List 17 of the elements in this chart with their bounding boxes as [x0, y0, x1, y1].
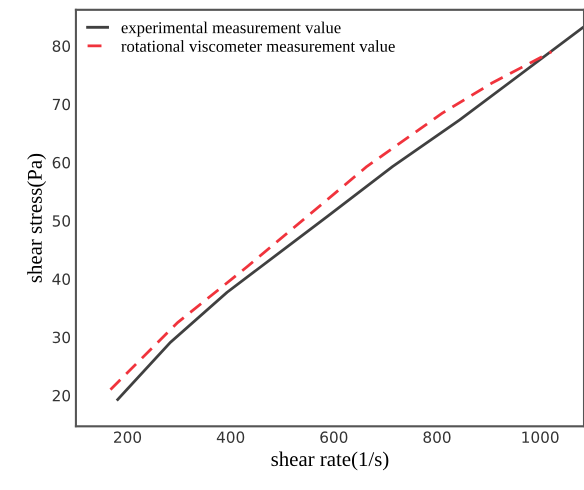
line-series [109, 50, 553, 391]
legend-label: experimental measurement value [122, 22, 341, 37]
x-axis-title: shear rate(1/s) [272, 452, 388, 470]
x-tick-label: 800 [423, 431, 451, 443]
y-axis-title: shear stress(Pa) [27, 154, 46, 282]
legend-label: rotational viscometer measurement value [121, 40, 395, 52]
x-tick-label: 400 [216, 431, 244, 443]
y-tick-label: 60 [52, 156, 70, 168]
y-tick-label: 50 [52, 215, 70, 227]
x-tick-label: 1000 [522, 431, 559, 443]
y-tick-label: 30 [52, 332, 70, 344]
y-tick-label: 80 [52, 40, 70, 52]
x-tick-label: 600 [320, 431, 348, 443]
x-tick-label: 200 [114, 431, 142, 443]
y-tick-label: 20 [52, 390, 70, 402]
y-tick-label: 70 [52, 98, 70, 110]
y-tick-label: 40 [52, 273, 70, 285]
